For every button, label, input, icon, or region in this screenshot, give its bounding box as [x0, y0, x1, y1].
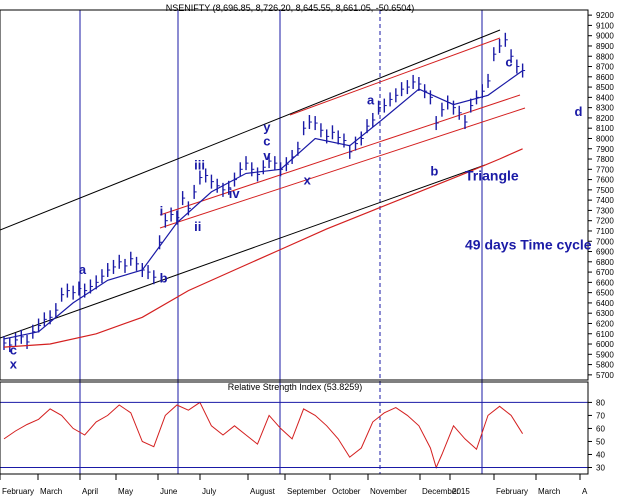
x-tick-label: July [202, 487, 216, 496]
y-tick-label: 6700 [596, 268, 614, 277]
wave-label: d [574, 104, 582, 119]
y-tick-label: 6200 [596, 319, 614, 328]
y-tick-label: 7100 [596, 227, 614, 236]
rsi-y-tick-label: 60 [596, 424, 605, 433]
wave-label: a [79, 262, 87, 277]
x-tick-label: April [82, 487, 98, 496]
chart-title: NSENIFTY (8,696.85, 8,726.20, 8,645.55, … [166, 3, 415, 13]
short-ema-line [3, 70, 523, 340]
price-panel-frame [0, 9, 589, 381]
x-tick-label: February [2, 487, 34, 496]
x-tick-label: March [538, 487, 560, 496]
wave-label: iii [194, 157, 205, 172]
x-tick-label: A [582, 487, 588, 496]
x-tick-label: August [250, 487, 276, 496]
y-tick-label: 7500 [596, 186, 614, 195]
rsi-y-tick-label: 50 [596, 437, 605, 446]
x-tick-label: November [370, 487, 407, 496]
y-tick-label: 7700 [596, 165, 614, 174]
wave-label: b [430, 163, 438, 178]
wave-label: 49 days Time cycle [465, 236, 592, 252]
y-tick-label: 6900 [596, 248, 614, 257]
long-ma-line [3, 148, 523, 348]
y-tick-label: 6600 [596, 278, 614, 287]
y-tick-label: 7000 [596, 237, 614, 246]
wave-label: v [263, 148, 271, 163]
y-tick-label: 8700 [596, 63, 614, 72]
y-tick-label: 6300 [596, 309, 614, 318]
y-tick-label: 8200 [596, 114, 614, 123]
y-tick-label: 7400 [596, 196, 614, 205]
y-tick-label: 8600 [596, 73, 614, 82]
lower-channel-black [0, 164, 486, 339]
triangle-red-upper [159, 94, 521, 216]
wave-label: iv [229, 186, 241, 201]
price-series [3, 32, 526, 353]
rsi-y-tick-label: 40 [596, 450, 605, 459]
y-tick-label: 8500 [596, 83, 614, 92]
x-tick-label: June [160, 487, 178, 496]
y-tick-label: 8800 [596, 52, 614, 61]
wave-label: ii [194, 219, 201, 234]
upper-channel-black [0, 29, 501, 231]
y-tick-label: 6100 [596, 330, 614, 339]
wave-label: y [263, 119, 271, 134]
wave-label: c [10, 342, 17, 357]
x-tick-label: May [118, 487, 133, 496]
wave-label: c [505, 55, 512, 70]
y-tick-label: 6400 [596, 299, 614, 308]
wave-label: b [160, 270, 168, 285]
y-tick-label: 7200 [596, 217, 614, 226]
y-tick-label: 5800 [596, 361, 614, 370]
rsi-title: Relative Strength Index (53.8259) [228, 382, 363, 392]
y-tick-label: 8000 [596, 134, 614, 143]
y-tick-label: 7900 [596, 145, 614, 154]
y-tick-label: 8300 [596, 104, 614, 113]
y-tick-label: 9100 [596, 21, 614, 30]
y-tick-label: 6000 [596, 340, 614, 349]
y-tick-label: 7800 [596, 155, 614, 164]
wave-label: c [263, 134, 270, 149]
y-tick-label: 7600 [596, 176, 614, 185]
x-tick-label: September [287, 487, 326, 496]
y-tick-label: 7300 [596, 206, 614, 215]
rsi-line [3, 401, 524, 469]
rsi-y-tick-label: 80 [596, 398, 605, 407]
rsi-panel: 30 40 50 60 70 80 [0, 398, 605, 472]
upper-channel-red [289, 37, 501, 116]
x-tick-label: 2015 [452, 487, 470, 496]
x-tick-label: December [422, 487, 459, 496]
y-tick-label: 8400 [596, 93, 614, 102]
y-tick-label: 5900 [596, 350, 614, 359]
trend-channel-lines [0, 29, 526, 339]
wave-label: a [367, 93, 375, 108]
wave-label: Triangle [465, 168, 519, 184]
y-tick-label: 5700 [596, 371, 614, 380]
wave-label: x [304, 173, 312, 188]
y-tick-label: 8100 [596, 124, 614, 133]
y-tick-label: 6800 [596, 258, 614, 267]
x-tick-label: October [332, 487, 361, 496]
rsi-panel-frame [0, 381, 589, 475]
y-tick-label: 8900 [596, 42, 614, 51]
y-tick-label: 6500 [596, 289, 614, 298]
triangle-red-lower [159, 107, 526, 229]
rsi-y-tick-label: 70 [596, 411, 605, 420]
wave-label: i [160, 204, 164, 219]
wave-label: x [10, 357, 18, 372]
y-tick-label: 9200 [596, 11, 614, 20]
x-tick-label: February [496, 487, 528, 496]
y-tick-label: 9000 [596, 32, 614, 41]
x-tick-label: March [40, 487, 62, 496]
rsi-y-tick-label: 30 [596, 463, 605, 472]
